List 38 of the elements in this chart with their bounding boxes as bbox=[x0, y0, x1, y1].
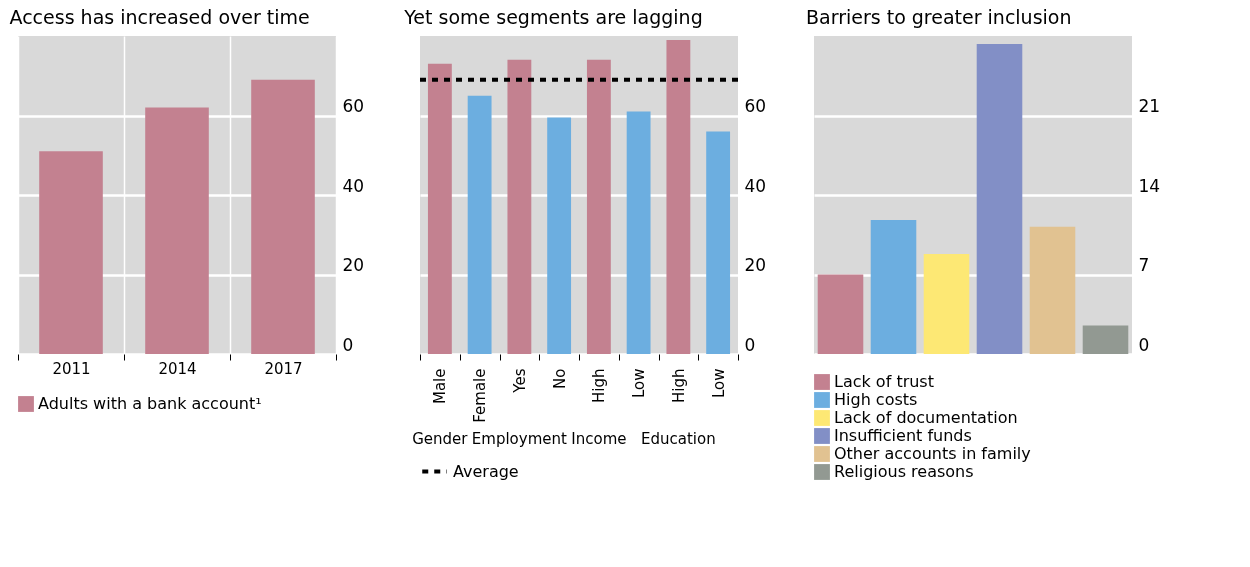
y-tick-label: 60 bbox=[744, 96, 767, 116]
y-tick-label: 40 bbox=[744, 175, 767, 196]
y-tick-label: 40 bbox=[342, 175, 365, 196]
legend-label: Religious reasons bbox=[834, 462, 974, 481]
y-tick-label: 20 bbox=[744, 255, 767, 275]
x-tick-label: 2014 bbox=[158, 359, 197, 378]
legend-label: High costs bbox=[834, 390, 918, 409]
y-tick-label: 14 bbox=[1138, 175, 1161, 196]
y-tick-label: 20 bbox=[342, 255, 365, 275]
x-tick-label: No bbox=[550, 368, 569, 389]
legend-label: Adults with a bank account¹ bbox=[38, 394, 262, 413]
legend-label: Lack of trust bbox=[834, 372, 934, 391]
x-tick-label: Low bbox=[709, 368, 728, 399]
y-tick-label: 7 bbox=[1138, 255, 1150, 275]
chart-title: Access has increased over time bbox=[9, 6, 310, 28]
legend-label: Other accounts in family bbox=[834, 444, 1031, 463]
x-tick-label: Yes bbox=[510, 368, 529, 394]
text: Education bbox=[641, 430, 716, 448]
y-tick-label: 60 bbox=[342, 96, 365, 116]
y-tick-label: 0 bbox=[342, 334, 354, 355]
x-tick-label: 2017 bbox=[264, 359, 303, 378]
chart-title: Yet some segments are lagging bbox=[403, 6, 703, 28]
chart-title: Barriers to greater inclusion bbox=[806, 6, 1072, 28]
text: Gender bbox=[412, 430, 469, 448]
y-tick-label: 0 bbox=[744, 334, 756, 355]
y-tick-label: 21 bbox=[1138, 96, 1161, 116]
legend-label: Insufficient funds bbox=[834, 426, 972, 445]
y-tick-label: 0 bbox=[1138, 334, 1150, 355]
x-tick-label: Female bbox=[471, 368, 490, 423]
x-tick-label: 2011 bbox=[52, 359, 91, 378]
text: Employment bbox=[471, 430, 568, 448]
x-tick-label: High bbox=[669, 368, 688, 403]
x-tick-label: Male bbox=[431, 368, 450, 405]
legend-label: Lack of documentation bbox=[834, 408, 1018, 427]
legend-label: Average bbox=[453, 461, 519, 481]
x-tick-label: Low bbox=[630, 368, 649, 399]
x-tick-label: High bbox=[590, 368, 609, 403]
text: Income bbox=[571, 430, 627, 448]
